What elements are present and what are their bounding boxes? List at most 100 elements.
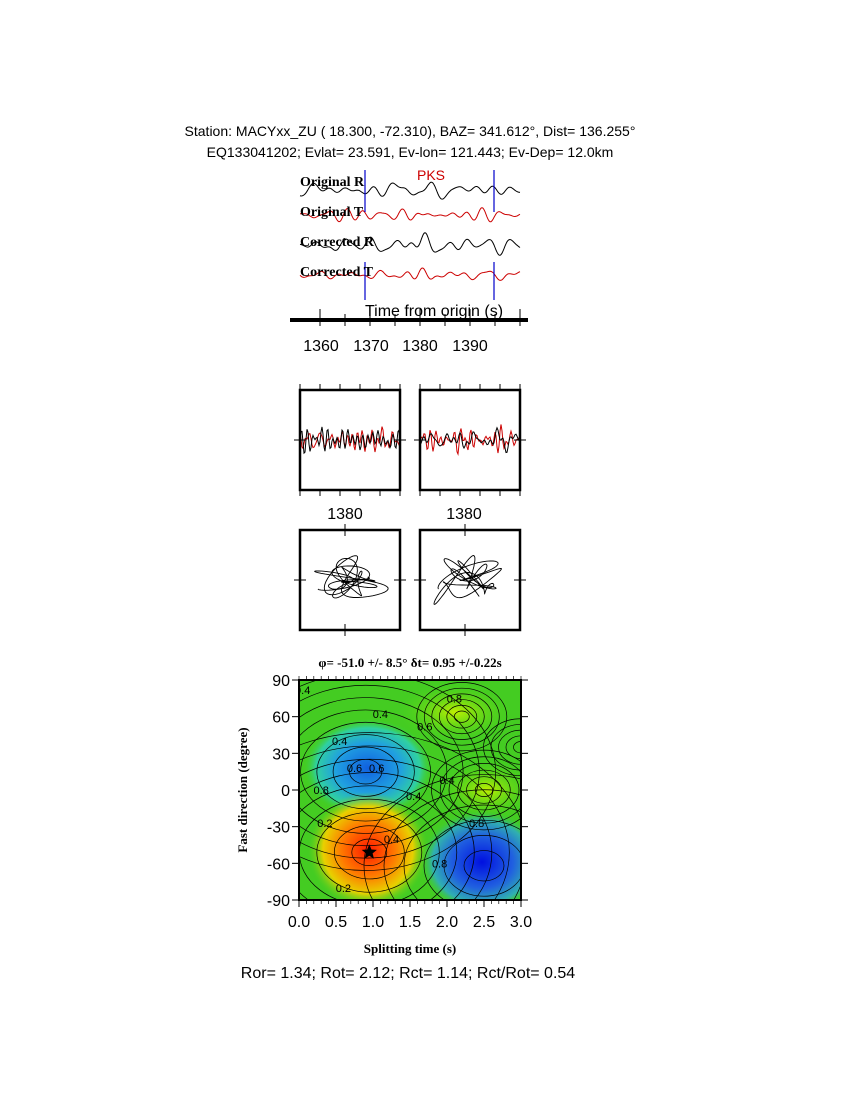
contour-label: 0.8 [314,785,329,797]
contour-label: 0.4 [384,834,399,846]
x-tick-label: 2.5 [473,914,495,931]
contour-label: 0.4 [295,685,310,697]
trace-original-t [299,207,521,223]
energy-map: 0.4 0.4 0.4 0.6 0.8 0.8 0.6 0.6 0.4 0.4 0.2 0.4 0.8 0… [235,655,532,956]
x-tick-label: 1.5 [399,914,421,931]
rt-trace [300,426,400,455]
contour-line [439,756,521,824]
trace-label-corrected-r: Corrected R [300,235,375,250]
trace-label-corrected-t: Corrected T [300,265,374,280]
map-xlabel: Splitting time (s) [364,941,456,956]
particle-motion-panels [294,524,526,636]
contour-label: 0.4 [406,791,421,803]
waveform-comparison-panels [294,384,526,496]
y-tick-label: -90 [267,893,290,910]
x-tick-label: 3.0 [510,914,532,931]
contour-line [463,850,505,882]
time-axis-ticks [319,309,521,326]
y-tick-label: -60 [267,856,290,873]
contour-label: 0.6 [417,721,432,733]
particle-path [314,555,389,599]
contour-line [466,776,502,804]
contour-label: 0.8 [432,858,447,870]
contour-line [443,835,521,897]
best-fit-star [361,844,377,859]
particle-motion-trace [314,555,389,599]
contour-line [505,735,521,759]
contour-line [333,825,405,880]
contour-label: 0.6 [369,763,384,775]
rt-trace [420,424,520,457]
phase-label: PKS [417,167,445,183]
contour-line [299,785,458,900]
rt-panel-traces [420,424,520,457]
contour-line [483,718,521,777]
y-tick-label: 0 [281,783,290,800]
time-axis-label: Time from origin (s) [365,303,503,320]
trace-label-original-r: Original R [300,175,365,190]
time-tick: 1380 [402,338,438,355]
time-tick: 1370 [353,338,389,355]
contour-line [416,682,508,752]
contour-line [299,709,448,834]
trace-original-r [299,181,521,200]
x-tick-label: 2.0 [436,914,458,931]
rt-trace [420,426,520,454]
trace-corrected-t [299,267,521,281]
contour-line [316,734,415,810]
y-tick-label: 30 [272,746,290,763]
contour-line [363,774,521,900]
rt-trace [300,426,400,453]
contour-line [498,729,521,765]
contour-line [299,697,464,847]
seismogram-panel [299,170,521,300]
contour-label: 0.2 [336,883,351,895]
header-station: Station: MACYxx_ZU ( 18.300, -72.310), B… [185,123,636,139]
time-tick: 1360 [303,338,339,355]
contour-line [438,699,485,735]
particle-motion-trace [433,555,503,605]
contour-line [299,745,510,900]
x-tick-label: 0.0 [288,914,310,931]
panel-tick: 1380 [446,506,482,523]
contour-line [513,741,521,754]
contour-line [299,732,521,900]
contour-line [383,789,521,900]
contour-label: 0.4 [439,775,454,787]
trace-corrected-r [299,232,521,256]
x-tick-label: 0.5 [325,914,347,931]
map-ylabel: Fast direction (degree) [235,727,250,852]
particle-path [433,555,503,605]
y-tick-label: 60 [272,710,290,727]
contour-line [423,819,521,900]
contour-label: 0.8 [469,818,484,830]
contour-line [474,782,494,797]
contour-line [300,721,431,822]
contour-line [431,693,493,740]
contour-line [490,724,521,771]
rt-panel-traces [300,426,400,455]
contour-line [332,746,399,797]
y-tick-label: -30 [267,820,290,837]
contour-line [448,763,520,817]
contour-line [349,758,383,785]
y-tick-label: 90 [272,673,290,690]
contour-label: 0.4 [332,736,347,748]
contour-line [423,687,500,746]
contour-line [453,710,470,723]
header-event: EQ133041202; Evlat= 23.591, Ev-lon= 121.… [207,144,614,160]
contour-label: 0.4 [373,709,388,721]
trace-label-original-t: Original T [300,205,364,220]
contour-label: 0.6 [347,763,362,775]
footer-ratios: Ror= 1.34; Rot= 2.12; Rct= 1.14; Rct/Rot… [241,965,576,982]
map-title: φ= -51.0 +/- 8.5° δt= 0.95 +/-0.22s [318,655,501,670]
contour-line [457,769,511,811]
contour-line [403,804,521,900]
time-tick: 1390 [452,338,488,355]
contour-line [446,704,478,729]
contour-line [299,758,493,900]
x-tick-label: 1.0 [362,914,384,931]
contour-label: 0.2 [317,818,332,830]
